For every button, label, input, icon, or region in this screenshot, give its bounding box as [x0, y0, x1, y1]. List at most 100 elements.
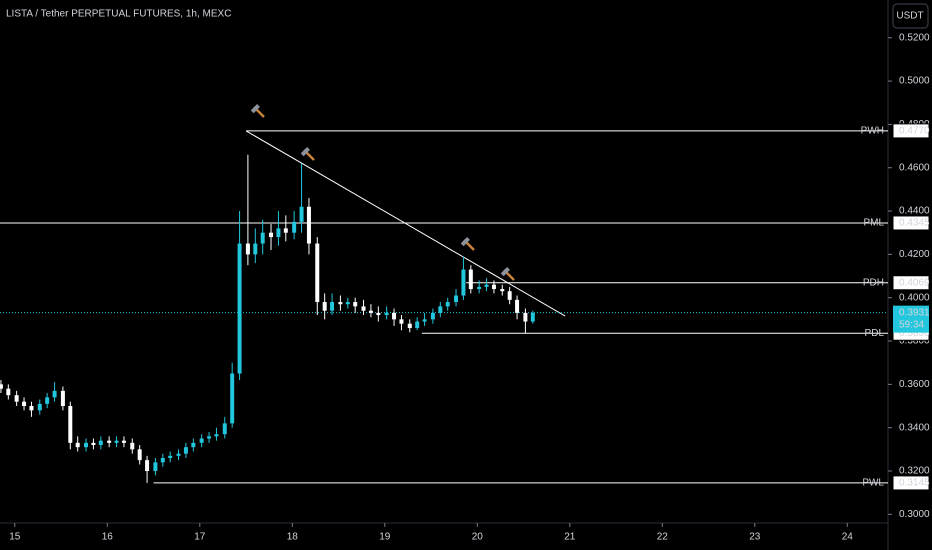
level-name: PWL: [862, 478, 884, 489]
y-tick-label: 0.3000: [899, 509, 930, 520]
y-tick-label: 0.3800: [899, 336, 930, 347]
hammer-head: [250, 104, 260, 114]
candle-body: [245, 243, 250, 255]
candle-body: [260, 232, 265, 244]
candle-body: [107, 440, 112, 443]
trendline: [245, 130, 566, 317]
candle-body: [454, 295, 459, 303]
y-tick-label: 0.3400: [899, 422, 930, 433]
candle-body: [306, 206, 311, 244]
candle-body: [114, 440, 119, 443]
last-price-box: [893, 305, 929, 333]
candle-body: [292, 221, 297, 233]
y-tick-label: 0.3600: [899, 379, 930, 390]
level-label: 0.4345: [899, 218, 930, 229]
candle-body: [491, 284, 496, 290]
candle-body: [6, 388, 11, 396]
x-tick-label: 22: [657, 532, 669, 543]
candle-body: [68, 406, 73, 443]
y-tick-label: 0.4200: [899, 249, 930, 260]
level-label: 0.4770: [899, 126, 930, 137]
candle-body: [137, 449, 142, 461]
candle-body: [376, 312, 381, 316]
candle-body: [283, 228, 288, 233]
countdown-label: 59:34: [899, 319, 924, 330]
candle-body: [207, 436, 212, 439]
candle-body: [299, 206, 304, 222]
level-label-box: [892, 475, 930, 491]
candle-body: [199, 438, 204, 443]
x-tick-label: 18: [287, 532, 299, 543]
candle-body: [384, 312, 389, 316]
candle-body: [338, 302, 343, 305]
y-tick-label: 0.4000: [899, 292, 930, 303]
candle-body: [523, 312, 528, 322]
level-label: 0.3145: [899, 478, 930, 489]
candle-body: [253, 243, 258, 255]
candle-body: [98, 440, 103, 446]
candle-body: [361, 306, 366, 311]
x-tick-label: 20: [472, 532, 484, 543]
candle-body: [145, 460, 150, 472]
candle-body: [60, 390, 65, 407]
currency-button[interactable]: [892, 3, 929, 29]
candle-body: [345, 302, 350, 305]
level-label-box: [892, 215, 930, 231]
level-label-box: [892, 275, 930, 291]
candle-body: [269, 232, 274, 238]
candle-body: [183, 447, 188, 454]
candle-body: [153, 462, 158, 472]
candle-body: [330, 302, 335, 311]
level-name: PWH: [861, 126, 884, 137]
y-tick-label: 0.5000: [899, 76, 930, 87]
candle-body: [515, 299, 520, 313]
hammer-head: [500, 267, 510, 277]
candle-body: [37, 403, 42, 411]
candle-body: [438, 306, 443, 313]
candle-body: [176, 453, 181, 456]
x-tick-label: 21: [564, 532, 576, 543]
y-tick-label: 0.4400: [899, 206, 930, 217]
candle-body: [353, 302, 358, 307]
candle-body: [461, 269, 466, 296]
level-name: PDH: [863, 277, 884, 288]
candle-body: [484, 284, 489, 287]
candle-body: [530, 312, 535, 322]
x-tick-label: 19: [379, 532, 391, 543]
level-label: 0.4069: [899, 277, 930, 288]
last-price-label: 0.3931: [899, 307, 930, 318]
candle-body: [507, 291, 512, 300]
y-tick-label: 0.3200: [899, 466, 930, 477]
hammer-head: [460, 237, 470, 247]
candle-body: [84, 442, 89, 448]
candle-body: [322, 302, 327, 311]
x-tick-label: 15: [9, 532, 21, 543]
candle-body: [29, 406, 34, 411]
candle-body: [368, 310, 373, 313]
y-tick-label: 0.4600: [899, 162, 930, 173]
candle-body: [276, 228, 281, 238]
chart-title: LISTA / Tether PERPETUAL FUTURES, 1h, ME…: [6, 9, 231, 20]
hammer-icons: [250, 104, 515, 281]
candle-body: [430, 312, 435, 320]
candle-body: [392, 312, 397, 320]
x-tick-label: 17: [194, 532, 206, 543]
hammer-head: [300, 147, 310, 157]
candle-body: [422, 319, 427, 322]
candle-body: [237, 243, 242, 374]
currency-label[interactable]: USDT: [896, 11, 923, 22]
candle-body: [468, 269, 473, 290]
x-tick-label: 24: [842, 532, 854, 543]
candle-body: [121, 440, 126, 443]
candle-body: [445, 302, 450, 307]
level-label: 0.3836: [899, 328, 930, 339]
candle-body: [91, 442, 96, 446]
level-name: PML: [863, 218, 884, 229]
candle-body: [52, 390, 57, 398]
level-label-box: [892, 123, 930, 139]
candle-body: [315, 243, 320, 303]
candle-body: [500, 289, 505, 292]
x-tick-label: 16: [102, 532, 114, 543]
